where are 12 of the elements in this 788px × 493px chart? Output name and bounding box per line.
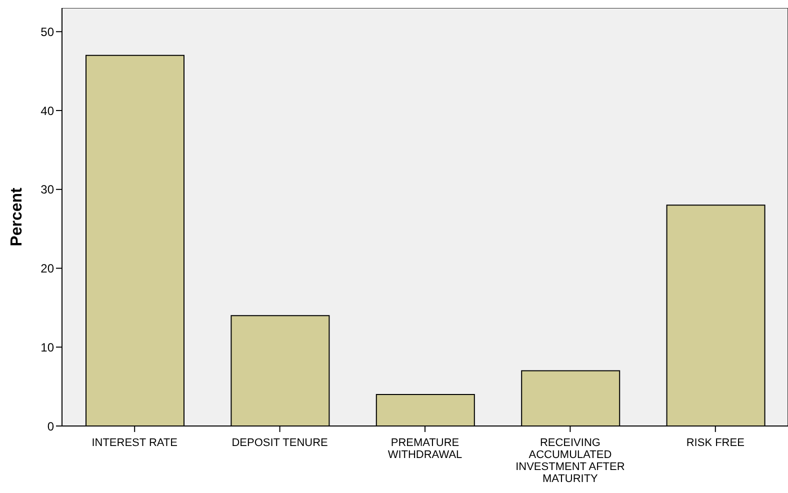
x-tick-label: DEPOSIT TENURE bbox=[232, 437, 328, 449]
y-tick-label: 40 bbox=[40, 104, 54, 118]
x-tick-label: INTEREST RATE bbox=[92, 437, 178, 449]
y-axis-title: Percent bbox=[8, 186, 26, 246]
y-tick-label: 10 bbox=[40, 340, 54, 354]
y-tick-label: 50 bbox=[40, 24, 54, 39]
x-tick-label: PREMATURE WITHDRAWAL bbox=[388, 437, 462, 461]
x-tick-label: RECEIVING ACCUMULATED INVESTMENT AFTER MATURITY bbox=[516, 437, 625, 485]
y-tick-label: 20 bbox=[40, 262, 54, 276]
x-tick-label: RISK FREE bbox=[686, 437, 744, 449]
y-tick-label: 30 bbox=[40, 182, 54, 197]
y-tick-label: 0 bbox=[47, 419, 54, 434]
